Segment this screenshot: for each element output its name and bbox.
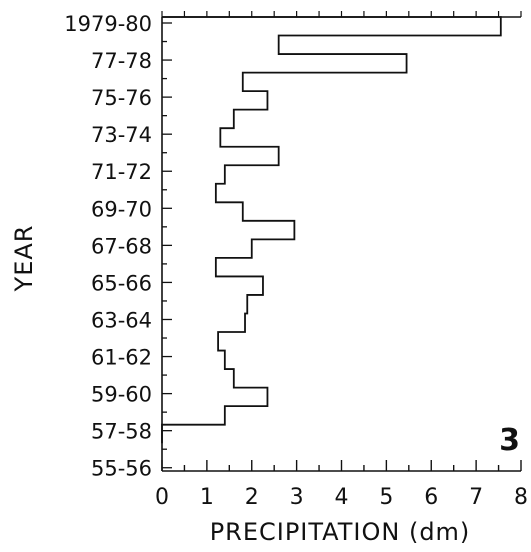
x-tick-label: 5: [379, 485, 393, 510]
y-tick-label: 67-68: [91, 234, 152, 258]
x-tick-label: 0: [155, 485, 169, 510]
y-tick-labels: 1979-80 77-78 75-76 73-74 71-72 69-70 67-68 65-…: [64, 12, 152, 481]
series-layer: [161, 16, 502, 444]
x-tick-labels: 0 1 2 3 4 5 6 7 8: [155, 485, 528, 510]
x-axis-label: PRECIPITATION (dm): [210, 518, 471, 546]
y-tick-label: 69-70: [91, 197, 152, 221]
y-tick-label: 61-62: [91, 346, 152, 370]
y-axis-label: YEAR: [10, 225, 38, 293]
precipitation-series: [161, 16, 502, 444]
y-tick-label: 71-72: [91, 160, 152, 184]
panel-label: 3: [499, 423, 520, 458]
x-tick-label: 8: [514, 485, 528, 510]
y-tick-label: 63-64: [91, 308, 152, 332]
x-tick-label: 2: [245, 485, 259, 510]
y-tick-label: 59-60: [91, 383, 152, 407]
y-tick-label: 75-76: [91, 86, 152, 110]
y-tick-label: 1979-80: [64, 12, 152, 36]
y-tick-label: 55-56: [91, 457, 152, 481]
y-tick-label: 57-58: [91, 420, 152, 444]
x-tick-label: 4: [335, 485, 349, 510]
x-tick-label: 7: [469, 485, 483, 510]
y-tick-label: 77-78: [91, 49, 152, 73]
x-tick-label: 6: [424, 485, 438, 510]
axes: [161, 11, 522, 472]
x-tick-label: 1: [200, 485, 214, 510]
y-tick-label: 65-66: [91, 271, 152, 295]
y-tick-label: 73-74: [91, 123, 152, 147]
x-tick-label: 3: [290, 485, 304, 510]
